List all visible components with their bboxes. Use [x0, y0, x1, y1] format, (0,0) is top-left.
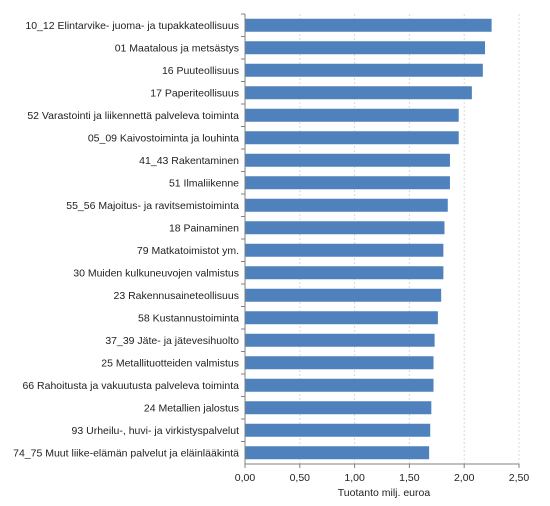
x-tick-label: 0,00 — [235, 472, 256, 484]
bar — [245, 266, 444, 280]
bar — [245, 63, 483, 77]
category-label: 05_09 Kaivostoiminta ja louhinta — [88, 132, 239, 144]
category-label: 16 Puuteollisuus — [162, 65, 239, 77]
category-label: 18 Painaminen — [169, 222, 239, 234]
x-tick-label: 1,50 — [399, 472, 420, 484]
category-label: 41_43 Rakentaminen — [139, 155, 239, 167]
bar — [245, 86, 472, 100]
bar — [245, 108, 459, 122]
category-label: 79 Matkatoimistot ym. — [137, 245, 239, 257]
category-label: 10_12 Elintarvike- juoma- ja tupakkateol… — [25, 20, 239, 32]
bar — [245, 423, 431, 437]
category-labels: 10_12 Elintarvike- juoma- ja tupakkateol… — [13, 13, 245, 459]
x-tick-label: 2,50 — [509, 472, 530, 484]
x-tick-label: 1,00 — [344, 472, 365, 484]
x-tick-labels: 0,00 0,50 1,00 1,50 2,00 2,50 — [235, 464, 530, 484]
category-label: 01 Maatalous ja metsästys — [115, 42, 239, 54]
x-axis-title: Tuotanto milj. euroa — [338, 487, 431, 499]
category-label: 58 Kustannustoiminta — [138, 312, 239, 324]
bar — [245, 18, 492, 32]
bar — [245, 356, 434, 370]
bar — [245, 243, 444, 257]
bar — [245, 176, 450, 190]
bar — [245, 446, 430, 460]
bar — [245, 288, 442, 302]
category-label: 37_39 Jäte- ja jätevesihuolto — [105, 335, 239, 347]
category-label: 17 Paperiteollisuus — [150, 87, 239, 99]
bar — [245, 311, 438, 325]
category-label: 55_56 Majoitus- ja ravitsemistoiminta — [66, 200, 239, 212]
x-tick-label: 2,00 — [454, 472, 475, 484]
bar — [245, 131, 459, 145]
bar — [245, 198, 448, 212]
x-tick-label: 0,50 — [290, 472, 311, 484]
category-label: 24 Metallien jalostus — [144, 402, 239, 414]
category-label: 25 Metallituotteiden valmistus — [101, 357, 239, 369]
bar — [245, 153, 450, 167]
bar — [245, 333, 435, 347]
bar — [245, 41, 486, 55]
category-label: 52 Varastointi ja liikennettä palveleva … — [27, 110, 239, 122]
category-label: 30 Muiden kulkuneuvojen valmistus — [73, 267, 239, 279]
category-label: 23 Rakennusaineteollisuus — [113, 290, 239, 302]
bar — [245, 378, 434, 392]
category-label: 66 Rahoitusta ja vakuutusta palveleva to… — [22, 380, 239, 392]
bar — [245, 401, 432, 415]
category-label: 74_75 Muut liike-elämän palvelut ja eläi… — [13, 447, 239, 459]
category-label: 51 Ilmaliikenne — [169, 177, 239, 189]
bars — [245, 18, 492, 460]
gridlines — [299, 14, 520, 464]
bar — [245, 221, 445, 235]
category-label: 93 Urheilu-, huvi- ja virkistyspalvelut — [72, 425, 240, 437]
